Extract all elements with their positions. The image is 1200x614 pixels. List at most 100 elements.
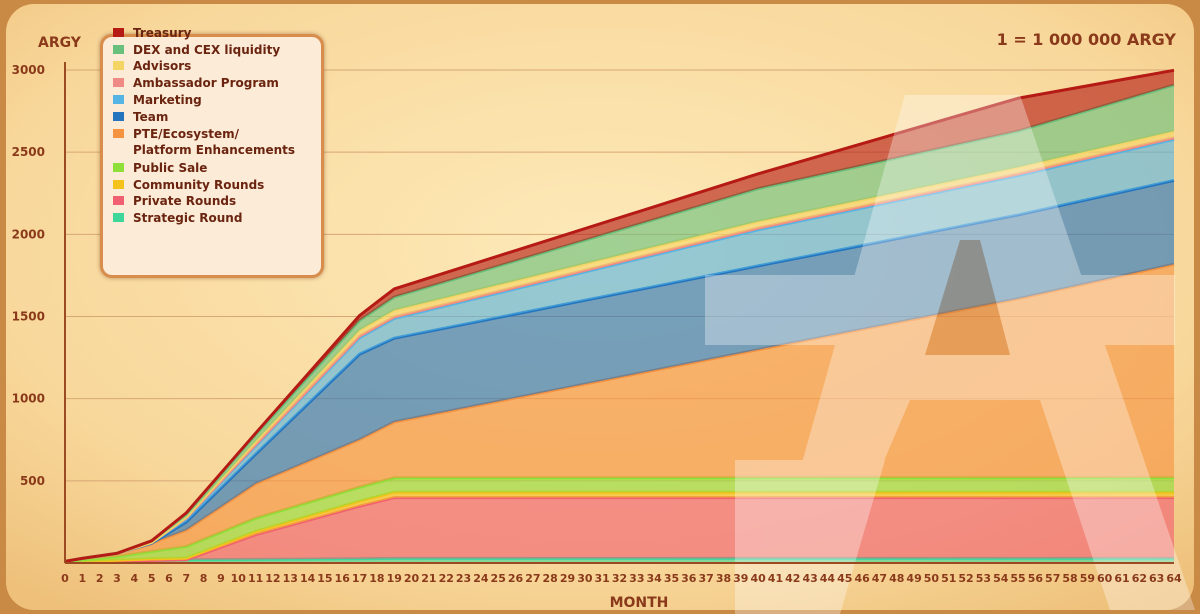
unit-note: 1 = 1 000 000 ARGY bbox=[997, 30, 1177, 49]
x-tick-label: 4 bbox=[130, 572, 138, 585]
y-tick-label: 3000 bbox=[12, 63, 45, 77]
legend-item-public-sale: Public Sale bbox=[113, 160, 207, 176]
x-tick-label: 21 bbox=[421, 572, 436, 585]
y-tick-label: 500 bbox=[20, 474, 45, 488]
x-tick-label: 20 bbox=[404, 572, 420, 585]
legend-item-advisors: Advisors bbox=[113, 58, 191, 74]
x-tick-label: 40 bbox=[750, 572, 766, 585]
y-tick-label: 1000 bbox=[12, 392, 45, 406]
legend-label: Public Sale bbox=[133, 161, 208, 175]
legend-label: Ambassador Program bbox=[133, 76, 279, 90]
legend-item-treasury: Treasury bbox=[113, 25, 191, 41]
x-tick-label: 31 bbox=[595, 572, 610, 585]
x-tick-label: 53 bbox=[976, 572, 991, 585]
x-tick-label: 9 bbox=[217, 572, 225, 585]
legend-label: Strategic Round bbox=[133, 211, 243, 225]
y-axis-label: ARGY bbox=[38, 35, 82, 51]
legend-swatch bbox=[113, 213, 124, 222]
x-tick-label: 10 bbox=[231, 572, 247, 585]
legend-item-community-rounds: Community Rounds bbox=[113, 177, 264, 193]
x-tick-label: 61 bbox=[1114, 572, 1129, 585]
x-tick-label: 64 bbox=[1166, 572, 1182, 585]
x-tick-label: 51 bbox=[941, 572, 956, 585]
legend-swatch bbox=[113, 129, 124, 138]
legend-swatch bbox=[113, 180, 124, 189]
x-tick-label: 56 bbox=[1028, 572, 1044, 585]
x-tick-label: 17 bbox=[352, 572, 367, 585]
x-tick-label: 45 bbox=[837, 572, 852, 585]
x-tick-label: 30 bbox=[577, 572, 593, 585]
x-tick-label: 0 bbox=[61, 572, 69, 585]
legend-swatch bbox=[113, 95, 124, 104]
y-tick-label: 2500 bbox=[12, 145, 45, 159]
x-tick-label: 36 bbox=[681, 572, 697, 585]
legend-swatch bbox=[113, 78, 124, 87]
x-tick-label: 3 bbox=[113, 572, 121, 585]
x-tick-label: 48 bbox=[889, 572, 904, 585]
line-treasury bbox=[64, 68, 1175, 563]
chart-legend: Treasury DEX and CEX liquidity Advisors Amb… bbox=[100, 26, 324, 278]
legend-label: PTE/Ecosystem/ Platform Enhancements bbox=[133, 127, 296, 157]
x-tick-label: 62 bbox=[1132, 572, 1147, 585]
x-tick-label: 49 bbox=[906, 572, 921, 585]
x-tick-label: 58 bbox=[1062, 572, 1077, 585]
x-tick-label: 1 bbox=[79, 572, 87, 585]
legend-swatch bbox=[113, 112, 124, 121]
x-tick-label: 43 bbox=[802, 572, 817, 585]
x-tick-label: 52 bbox=[958, 572, 973, 585]
legend-item-strategic-round: Strategic Round bbox=[113, 210, 242, 226]
legend-label: Advisors bbox=[133, 59, 192, 73]
x-tick-label: 5 bbox=[148, 572, 156, 585]
x-tick-label: 22 bbox=[439, 572, 454, 585]
legend-label: Treasury bbox=[133, 26, 192, 40]
x-tick-label: 38 bbox=[716, 572, 731, 585]
x-tick-label: 24 bbox=[473, 572, 489, 585]
legend-swatch bbox=[113, 163, 124, 172]
x-tick-label: 19 bbox=[387, 572, 402, 585]
legend-swatch bbox=[113, 45, 124, 54]
x-tick-label: 39 bbox=[733, 572, 748, 585]
legend-label: Community Rounds bbox=[133, 178, 265, 192]
x-tick-label: 12 bbox=[265, 572, 280, 585]
x-tick-label: 59 bbox=[1080, 572, 1095, 585]
legend-label: Private Rounds bbox=[133, 194, 237, 208]
x-tick-label: 25 bbox=[491, 572, 506, 585]
x-tick-label: 54 bbox=[993, 572, 1009, 585]
x-tick-label: 34 bbox=[647, 572, 663, 585]
x-tick-label: 29 bbox=[560, 572, 575, 585]
x-tick-label: 23 bbox=[456, 572, 471, 585]
x-tick-label: 13 bbox=[283, 572, 298, 585]
legend-item-marketing: Marketing bbox=[113, 92, 202, 108]
area-team bbox=[65, 180, 1174, 562]
legend-label: DEX and CEX liquidity bbox=[133, 43, 281, 57]
x-tick-label: 55 bbox=[1010, 572, 1025, 585]
x-tick-label: 46 bbox=[854, 572, 870, 585]
x-tick-label: 42 bbox=[785, 572, 800, 585]
legend-item-private-rounds: Private Rounds bbox=[113, 193, 236, 209]
y-tick-label: 2000 bbox=[12, 227, 45, 241]
x-tick-label: 32 bbox=[612, 572, 627, 585]
x-tick-label: 41 bbox=[768, 572, 783, 585]
x-tick-label: 26 bbox=[508, 572, 524, 585]
area-private-rounds bbox=[65, 497, 1174, 563]
legend-label: Marketing bbox=[133, 93, 202, 107]
x-tick-label: 44 bbox=[820, 572, 836, 585]
x-tick-label: 57 bbox=[1045, 572, 1060, 585]
legend-item-dex-and-cex-liquidity: DEX and CEX liquidity bbox=[113, 42, 280, 58]
legend-label: Team bbox=[133, 110, 169, 124]
x-tick-label: 63 bbox=[1149, 572, 1164, 585]
area-pte-ecosystem-platform-enhancements bbox=[65, 264, 1174, 562]
area-dex-and-cex-liquidity bbox=[65, 85, 1174, 562]
area-marketing bbox=[65, 139, 1174, 562]
x-tick-label: 50 bbox=[924, 572, 940, 585]
x-tick-label: 35 bbox=[664, 572, 679, 585]
legend-swatch bbox=[113, 28, 124, 37]
x-tick-label: 16 bbox=[335, 572, 351, 585]
x-tick-label: 14 bbox=[300, 572, 316, 585]
x-tick-label: 15 bbox=[317, 572, 332, 585]
logo-watermark bbox=[705, 95, 1195, 614]
legend-item-ambassador-program: Ambassador Program bbox=[113, 75, 279, 91]
area-public-sale bbox=[65, 477, 1174, 563]
legend-swatch bbox=[113, 61, 124, 70]
